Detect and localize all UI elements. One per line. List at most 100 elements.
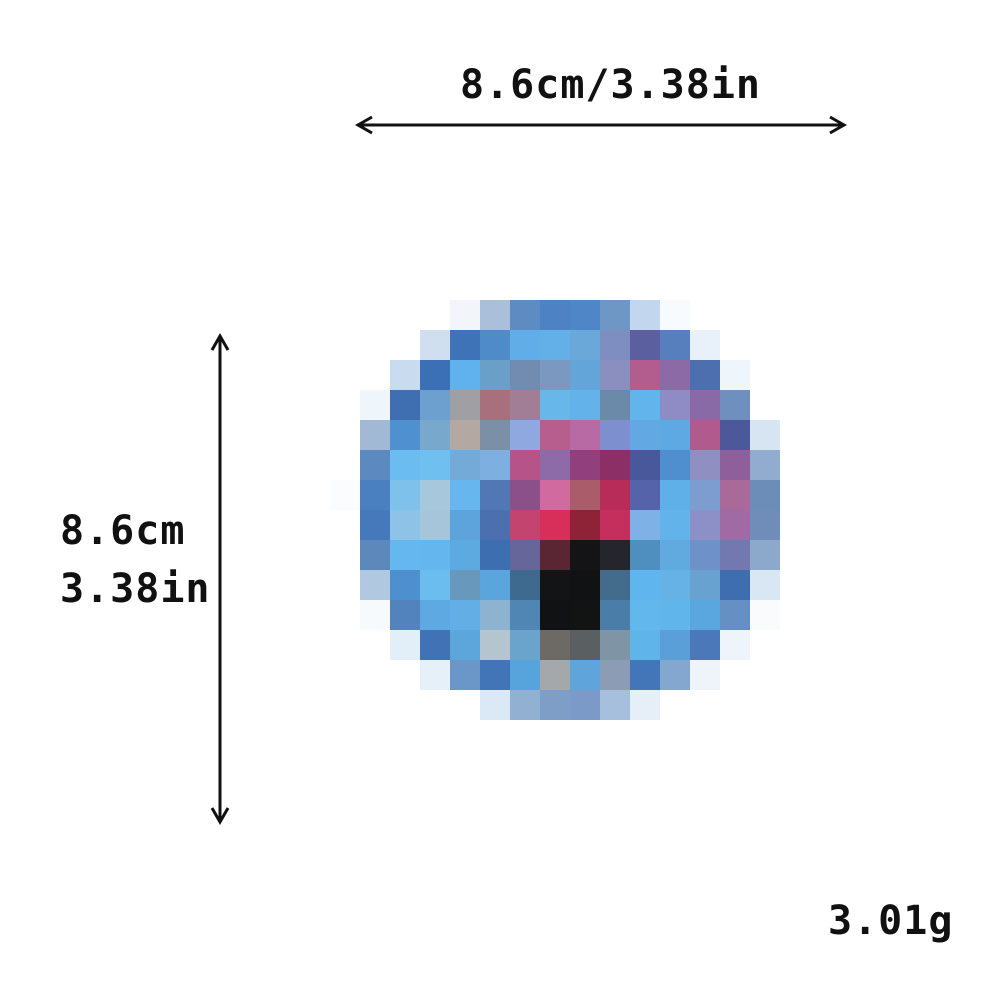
- image-pixel: [480, 300, 510, 330]
- image-pixel: [690, 330, 720, 360]
- image-pixel: [600, 450, 630, 480]
- image-pixel: [420, 600, 450, 630]
- image-pixel: [720, 510, 750, 540]
- image-pixel: [600, 420, 630, 450]
- image-pixel: [600, 480, 630, 510]
- image-pixel: [330, 480, 360, 510]
- image-pixel: [540, 360, 570, 390]
- image-pixel: [480, 660, 510, 690]
- image-pixel: [600, 390, 630, 420]
- image-pixel: [660, 390, 690, 420]
- image-pixel: [660, 630, 690, 660]
- image-pixel: [540, 390, 570, 420]
- image-pixel: [570, 450, 600, 480]
- image-pixel: [360, 480, 390, 510]
- width-arrow: [354, 115, 848, 135]
- image-pixel: [390, 420, 420, 450]
- image-pixel: [480, 600, 510, 630]
- image-pixel: [420, 660, 450, 690]
- image-pixel: [390, 570, 420, 600]
- image-pixel: [360, 570, 390, 600]
- image-pixel: [750, 540, 780, 570]
- image-pixel: [450, 300, 480, 330]
- image-pixel: [600, 570, 630, 600]
- image-pixel: [510, 360, 540, 390]
- image-pixel: [570, 330, 600, 360]
- image-pixel: [600, 330, 630, 360]
- image-pixel: [450, 660, 480, 690]
- image-pixel: [450, 630, 480, 660]
- image-pixel: [420, 330, 450, 360]
- image-pixel: [750, 480, 780, 510]
- image-pixel: [720, 390, 750, 420]
- image-pixel: [540, 420, 570, 450]
- image-pixel: [570, 540, 600, 570]
- image-pixel: [720, 360, 750, 390]
- image-pixel: [540, 630, 570, 660]
- image-pixel: [720, 450, 750, 480]
- image-pixel: [660, 570, 690, 600]
- image-pixel: [360, 420, 390, 450]
- image-pixel: [600, 630, 630, 660]
- image-pixel: [420, 360, 450, 390]
- image-pixel: [390, 510, 420, 540]
- image-pixel: [600, 300, 630, 330]
- image-pixel: [510, 480, 540, 510]
- image-pixel: [540, 660, 570, 690]
- image-pixel: [660, 360, 690, 390]
- image-pixel: [480, 540, 510, 570]
- image-pixel: [510, 690, 540, 720]
- image-pixel: [510, 570, 540, 600]
- image-pixel: [450, 480, 480, 510]
- image-pixel: [660, 480, 690, 510]
- image-pixel: [630, 480, 660, 510]
- image-pixel: [510, 420, 540, 450]
- image-pixel: [570, 600, 600, 630]
- image-pixel: [720, 630, 750, 660]
- image-pixel: [510, 330, 540, 360]
- image-pixel: [420, 450, 450, 480]
- image-pixel: [660, 420, 690, 450]
- image-pixel: [480, 360, 510, 390]
- image-pixel: [570, 660, 600, 690]
- image-pixel: [720, 480, 750, 510]
- image-pixel: [690, 540, 720, 570]
- image-pixel: [630, 330, 660, 360]
- image-pixel: [450, 570, 480, 600]
- image-pixel: [630, 570, 660, 600]
- image-pixel: [540, 570, 570, 600]
- weight-label: 3.01g: [828, 898, 954, 944]
- image-pixel: [600, 510, 630, 540]
- image-pixel: [690, 600, 720, 630]
- image-pixel: [690, 570, 720, 600]
- image-pixel: [480, 570, 510, 600]
- image-pixel: [510, 300, 540, 330]
- image-pixel: [720, 420, 750, 450]
- image-pixel: [420, 390, 450, 420]
- image-pixel: [510, 600, 540, 630]
- image-pixel: [750, 420, 780, 450]
- image-pixel: [630, 510, 660, 540]
- image-pixel: [660, 540, 690, 570]
- image-pixel: [690, 480, 720, 510]
- image-pixel: [390, 450, 420, 480]
- image-pixel: [570, 360, 600, 390]
- image-pixel: [660, 450, 690, 480]
- image-pixel: [600, 600, 630, 630]
- image-pixel: [630, 690, 660, 720]
- image-pixel: [660, 660, 690, 690]
- image-pixel: [540, 480, 570, 510]
- image-pixel: [420, 480, 450, 510]
- image-pixel: [690, 420, 720, 450]
- image-pixel: [450, 420, 480, 450]
- image-pixel: [450, 330, 480, 360]
- image-pixel: [570, 300, 600, 330]
- image-pixel: [630, 390, 660, 420]
- product-image: [330, 300, 780, 720]
- image-pixel: [690, 450, 720, 480]
- image-pixel: [450, 390, 480, 420]
- image-pixel: [480, 510, 510, 540]
- image-pixel: [510, 540, 540, 570]
- image-pixel: [630, 600, 660, 630]
- image-pixel: [420, 570, 450, 600]
